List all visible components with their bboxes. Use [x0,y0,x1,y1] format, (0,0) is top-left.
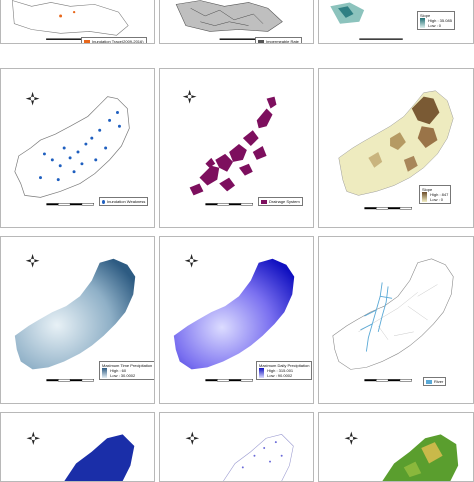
legend-inundation-trace: Inundation Trace(2009-2016) [81,37,147,44]
legend-title: Slope [420,13,431,18]
map-panel-inundation-trace: Inundation Trace(2009-2016) [0,0,155,44]
legend-gradient [102,368,107,378]
river-map [332,258,454,382]
legend-high: High : 60 [110,368,127,373]
legend-label: Impermeable Rate [266,39,299,44]
max-time-precipitation-map [14,253,136,382]
scale-bar [205,203,253,206]
legend-river: River [423,377,447,386]
drainage-system-map [182,89,277,206]
legend-label: Inundation Trace(2009-2016) [92,39,144,44]
legend-drainage-system: Drainage System [258,197,303,206]
legend-impermeable-rate: Impermeable Rate [255,37,302,44]
north-arrow-icon [26,431,41,446]
map-panel-max-daily-precipitation: Maximum Daily Precipitation High : 315.0… [159,236,314,404]
legend-gradient [259,368,264,378]
legend-swatch [84,39,90,43]
map-panel-row4-left [0,412,155,482]
impermeable-rate-map [175,0,283,40]
map-panel-slope: Slope High : 35.085 Low : 0 [318,0,474,44]
north-arrow-icon [25,91,40,106]
legend-title: Maximum Daily Precipitation [259,363,310,368]
row4-left-map [26,431,135,481]
legend-label: River [434,379,444,384]
legend-swatch [102,199,105,204]
scale-bar [364,379,412,382]
map-panel-river: River [318,236,474,404]
weakness-points [39,110,121,182]
row4-middle-map [185,431,294,481]
slope-map [330,2,403,40]
legend-high: High : 35.085 [428,18,452,23]
north-arrow-icon [185,431,200,446]
max-daily-precipitation-map [173,253,295,382]
map-panel-elevation: Slope High : 847 Low : 0 [318,68,474,228]
inundation-weakness-map [14,91,130,206]
legend-slope: Slope High : 35.085 Low : 0 [417,11,455,30]
map-panel-row4-middle [159,412,314,482]
elevation-map [338,90,454,210]
legend-low: Low : 30.0002 [110,373,136,378]
legend-high: High : 847 [430,192,449,197]
legend-low: Low : 90.0002 [267,373,293,378]
north-arrow-icon [184,253,199,268]
map-panel-impermeable-rate: Impermeable Rate [159,0,314,44]
scale-bar [46,203,94,206]
legend-high: High : 315.001 [267,368,294,373]
legend-elevation: Slope High : 847 Low : 0 [419,185,452,204]
legend-swatch [261,199,267,204]
river-lines [360,282,393,352]
scale-bar [205,379,253,382]
legend-low: Low : 0 [428,23,442,28]
legend-title: Slope [422,187,433,192]
legend-title: Maximum Time Precipitation [102,363,153,368]
map-panel-row4-right [318,412,474,482]
legend-max-daily-precipitation: Maximum Daily Precipitation High : 315.0… [256,361,313,380]
legend-swatch [426,379,432,384]
legend-low: Low : 0 [430,197,444,202]
map-panel-inundation-weakness: Inundation Weakness [0,68,155,228]
legend-label: Drainage System [269,199,300,204]
north-arrow-icon [182,89,197,104]
drainage-areas [189,96,277,196]
legend-gradient [422,192,427,202]
map-panel-max-time-precipitation: Maximum Time Precipitation High : 60 Low… [0,236,155,404]
legend-inundation-weakness: Inundation Weakness [99,197,149,206]
row4-right-map [344,431,459,481]
legend-max-time-precipitation: Maximum Time Precipitation High : 60 Low… [99,361,154,380]
north-arrow-icon [25,253,40,268]
scale-bar [364,207,412,210]
scale-bar [46,379,94,382]
legend-swatch [258,39,264,43]
map-panel-drainage-system: Drainage System [159,68,314,228]
north-arrow-icon [344,431,359,446]
legend-gradient [420,18,425,28]
legend-label: Inundation Weakness [107,199,146,204]
